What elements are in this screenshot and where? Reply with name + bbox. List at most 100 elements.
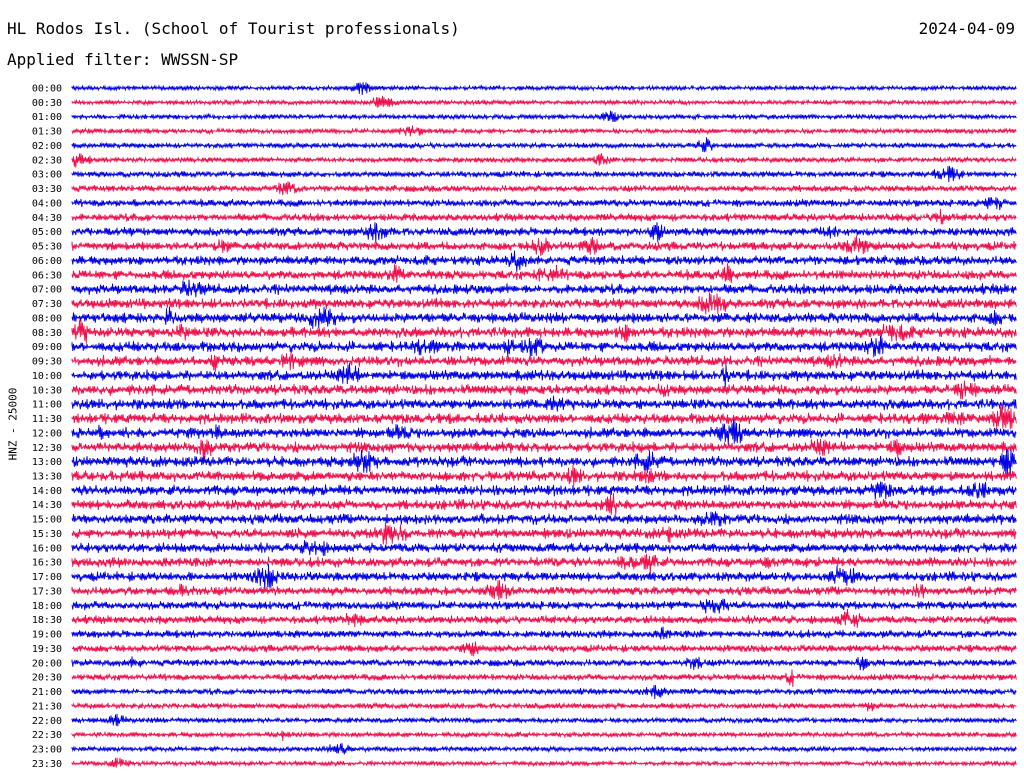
trace-row <box>71 137 1017 153</box>
time-tick-label: 09:00 <box>32 342 62 353</box>
trace-row <box>71 743 1017 755</box>
trace-row <box>71 626 1017 640</box>
time-tick-label: 14:30 <box>32 500 62 511</box>
time-tick-label: 05:00 <box>32 227 62 238</box>
time-tick-label: 12:00 <box>32 428 62 439</box>
trace-row <box>71 380 1017 400</box>
time-tick-label: 09:30 <box>32 357 62 368</box>
time-tick-label: 07:00 <box>32 285 62 296</box>
trace-row <box>71 713 1017 727</box>
trace-row <box>71 540 1017 556</box>
time-tick-label: 07:30 <box>32 299 62 310</box>
trace-row <box>71 335 1017 358</box>
time-tick-label: 03:30 <box>32 184 62 195</box>
time-tick-label: 00:30 <box>32 98 62 109</box>
time-tick-label: 18:00 <box>32 601 62 612</box>
trace-row <box>71 464 1017 486</box>
trace-row <box>71 395 1017 412</box>
trace-row <box>71 196 1017 211</box>
filter-label: Applied filter: WWSSN-SP <box>7 50 239 69</box>
trace-row <box>71 730 1017 741</box>
time-tick-label: 14:00 <box>32 486 62 497</box>
trace-row <box>71 82 1017 95</box>
trace-row <box>71 222 1017 243</box>
trace-row <box>71 493 1017 515</box>
time-tick-label: 06:00 <box>32 256 62 267</box>
time-tick-label: 06:30 <box>32 270 62 281</box>
trace-row <box>71 125 1017 137</box>
time-tick-label: 23:30 <box>32 759 62 770</box>
time-tick-label: 21:30 <box>32 701 62 712</box>
trace-row <box>71 669 1017 688</box>
trace-row <box>71 263 1017 284</box>
time-tick-label: 18:30 <box>32 615 62 626</box>
time-tick-label: 23:00 <box>32 745 62 756</box>
time-tick-label: 19:00 <box>32 630 62 641</box>
time-tick-label: 11:00 <box>32 400 62 411</box>
time-tick-label: 15:30 <box>32 529 62 540</box>
trace-row <box>71 563 1017 590</box>
trace-row <box>71 95 1017 108</box>
time-tick-label: 16:00 <box>32 543 62 554</box>
trace-row <box>71 363 1017 388</box>
time-tick-label: 16:30 <box>32 558 62 569</box>
time-tick-label: 01:30 <box>32 127 62 138</box>
trace-row <box>71 481 1017 500</box>
trace-row <box>71 522 1017 545</box>
trace-row <box>71 250 1017 272</box>
trace-row <box>71 448 1017 478</box>
trace-row <box>71 684 1017 700</box>
trace-row <box>71 402 1017 430</box>
trace-row <box>71 608 1017 628</box>
time-tick-label: 02:00 <box>32 141 62 152</box>
time-tick-label: 01:00 <box>32 112 62 123</box>
trace-row <box>71 553 1017 575</box>
time-tick-label: 17:30 <box>32 586 62 597</box>
time-tick-label: 05:30 <box>32 242 62 253</box>
trace-row <box>71 181 1017 196</box>
time-tick-label: 22:30 <box>32 730 62 741</box>
trace-row <box>71 701 1017 712</box>
time-tick-label: 08:30 <box>32 328 62 339</box>
time-tick-label: 20:00 <box>32 658 62 669</box>
time-tick-label: 21:00 <box>32 687 62 698</box>
trace-row <box>71 110 1017 122</box>
trace-row <box>71 279 1017 298</box>
trace-row <box>71 153 1017 168</box>
time-tick-label: 02:30 <box>32 155 62 166</box>
trace-row <box>71 165 1017 183</box>
time-tick-label: 03:00 <box>32 170 62 181</box>
trace-row <box>71 656 1017 671</box>
time-tick-label: 17:00 <box>32 572 62 583</box>
trace-row <box>71 598 1017 614</box>
trace-row <box>71 511 1017 527</box>
time-tick-label: 22:00 <box>32 716 62 727</box>
time-tick-label: 10:30 <box>32 385 62 396</box>
time-tick-label: 13:30 <box>32 471 62 482</box>
time-tick-label: 12:30 <box>32 443 62 454</box>
time-tick-label: 13:00 <box>32 457 62 468</box>
trace-row <box>71 419 1017 446</box>
trace-row <box>71 319 1017 344</box>
time-tick-label: 10:00 <box>32 371 62 382</box>
trace-row <box>71 580 1017 601</box>
trace-row <box>71 292 1017 315</box>
trace-row <box>71 641 1017 657</box>
trace-row <box>71 351 1017 373</box>
time-tick-label: 04:30 <box>32 213 62 224</box>
date-label: 2024-04-09 <box>918 19 1015 38</box>
station-title: HL Rodos Isl. (School of Tourist profess… <box>7 19 460 38</box>
time-tick-label: 00:00 <box>32 84 62 95</box>
time-tick-label: 15:00 <box>32 515 62 526</box>
trace-row <box>71 306 1017 329</box>
trace-row <box>71 235 1017 257</box>
trace-row <box>71 208 1017 225</box>
time-tick-label: 11:30 <box>32 414 62 425</box>
trace-row <box>71 757 1017 768</box>
time-tick-label: 19:30 <box>32 644 62 655</box>
trace-row <box>71 438 1017 461</box>
time-tick-label: 20:30 <box>32 673 62 684</box>
time-tick-label: 08:00 <box>32 313 62 324</box>
time-tick-label: 04:00 <box>32 198 62 209</box>
